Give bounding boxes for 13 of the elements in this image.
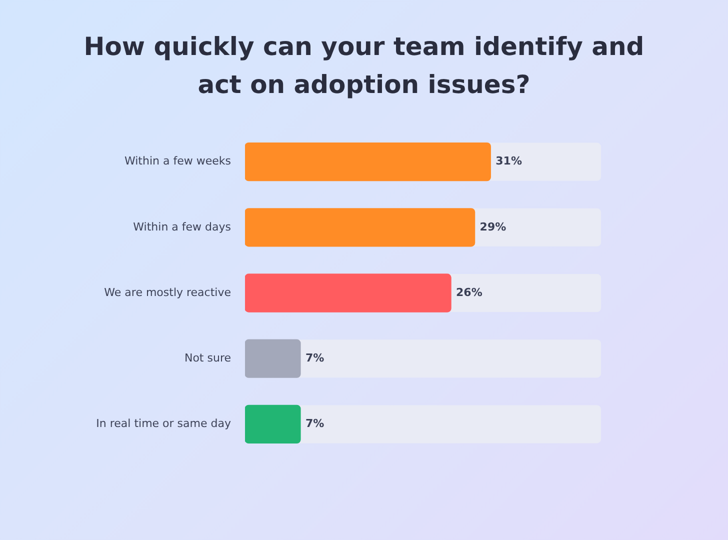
data-label: 7%	[305, 351, 324, 364]
data-label: 7%	[305, 417, 324, 430]
bar	[245, 339, 301, 378]
y-tick-label: In real time or same day	[96, 417, 232, 430]
bar	[245, 404, 301, 444]
data-label: 26%	[456, 286, 482, 299]
y-tick-label: Not sure	[184, 351, 232, 364]
chart-title: How quickly can your team identify and act on adoption issues?	[82, 31, 646, 101]
y-tick-label: We are mostly reactive	[104, 286, 232, 299]
data-label: 29%	[480, 220, 506, 234]
data-label: 31%	[496, 154, 522, 168]
y-tick-label: Within a few days	[133, 220, 232, 234]
y-tick-label: Within a few weeks	[124, 154, 232, 168]
